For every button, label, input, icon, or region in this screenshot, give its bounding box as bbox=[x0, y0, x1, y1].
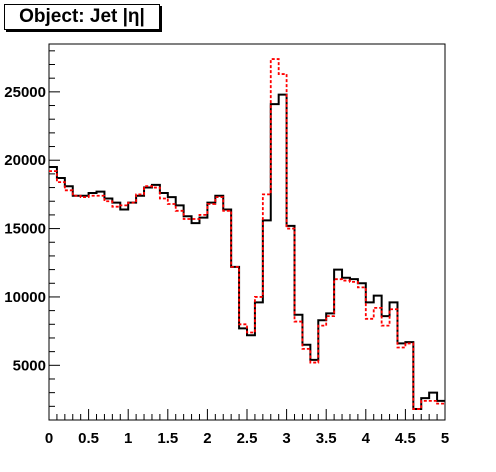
x-tick-label: 0 bbox=[45, 430, 53, 447]
y-tick-label: 20000 bbox=[4, 152, 46, 169]
x-tick-label: 4.5 bbox=[395, 430, 416, 447]
x-tick-label: 1 bbox=[124, 430, 132, 447]
x-tick-label: 5 bbox=[441, 430, 449, 447]
x-tick-label: 0.5 bbox=[78, 430, 99, 447]
x-tick-label: 2 bbox=[203, 430, 211, 447]
x-tick-label: 1.5 bbox=[157, 430, 178, 447]
plot-frame bbox=[48, 43, 446, 421]
x-tick-label: 3.5 bbox=[316, 430, 337, 447]
y-tick-label: 10000 bbox=[4, 289, 46, 306]
x-tick-label: 4 bbox=[362, 430, 371, 447]
chart-title: Object: Jet |η| bbox=[19, 6, 145, 27]
axes: 0 0.5 1 1.5 2 2.5 3 3.5 4 4.5 5 5000 10000 15000 20000… bbox=[4, 50, 449, 447]
y-tick-label: 5000 bbox=[13, 357, 46, 374]
y-tick-label: 25000 bbox=[4, 84, 46, 101]
x-tick-label: 3 bbox=[282, 430, 290, 447]
histogram-series-1 bbox=[49, 93, 445, 411]
series-group bbox=[49, 58, 445, 411]
y-tick-label: 15000 bbox=[4, 221, 46, 238]
chart-title-box: Object: Jet |η| bbox=[4, 4, 160, 30]
histogram-series-2 bbox=[49, 58, 445, 410]
x-tick-label: 2.5 bbox=[237, 430, 258, 447]
